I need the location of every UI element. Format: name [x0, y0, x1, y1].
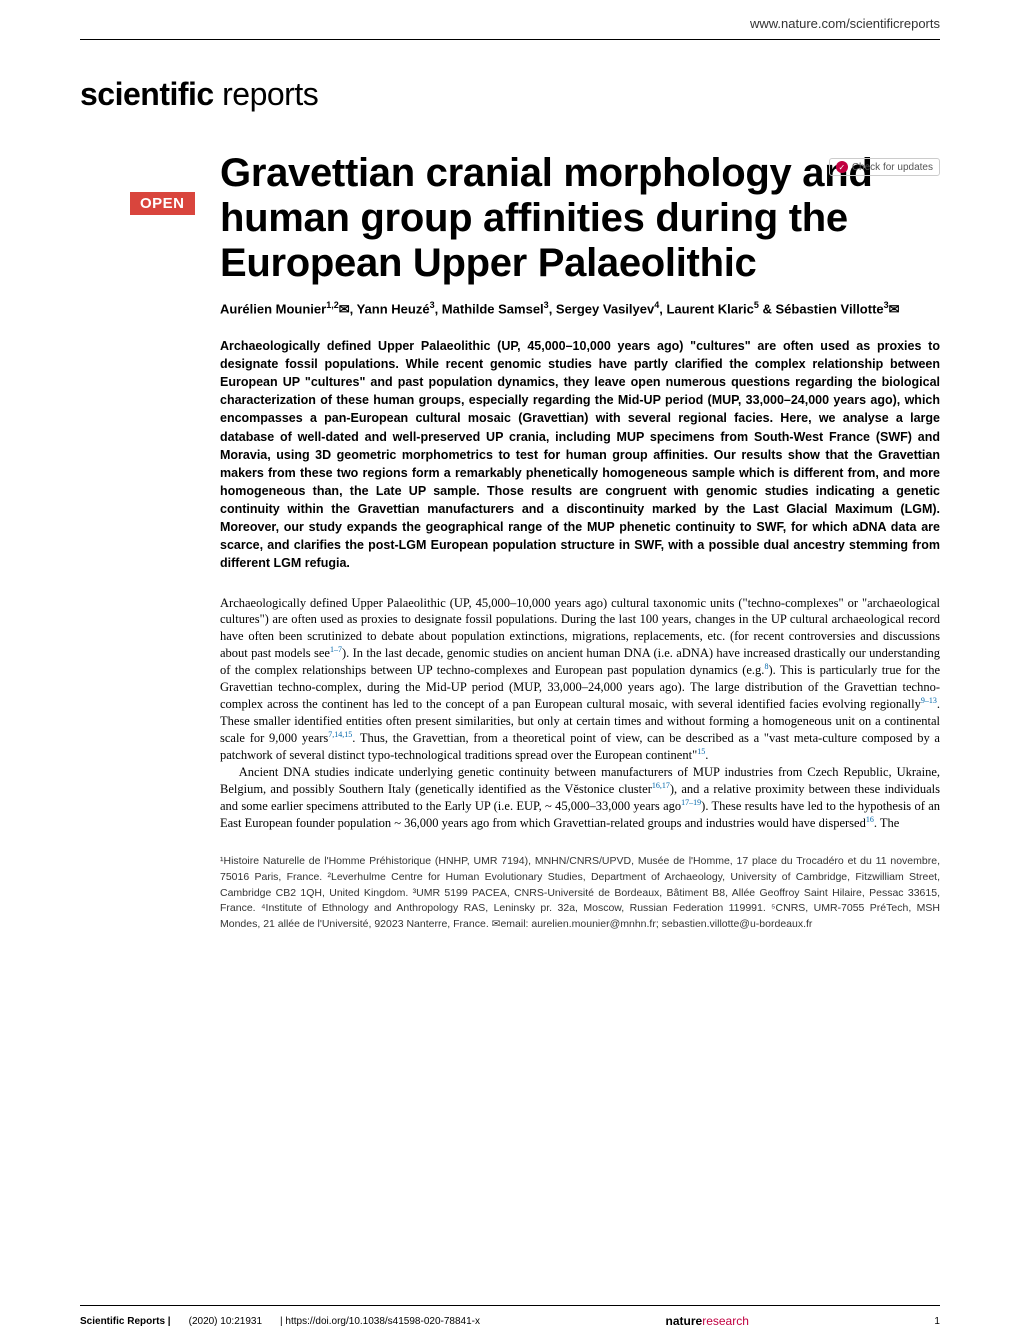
journal-logo: scientific reports — [80, 76, 1020, 113]
journal-name-bold: scientific — [80, 76, 214, 112]
ref-link[interactable]: 7,14,15 — [328, 730, 352, 739]
footer-citation: (2020) 10:21931 — [189, 1316, 262, 1327]
affiliations: ¹Histoire Naturelle de l'Homme Préhistor… — [220, 854, 940, 933]
body-paragraph-1: Archaeologically defined Upper Palaeolit… — [220, 595, 940, 765]
open-access-badge: OPEN — [130, 192, 195, 215]
ref-link[interactable]: 17–19 — [681, 798, 701, 807]
check-updates-icon: ✓ — [836, 161, 848, 173]
ref-link[interactable]: 9–13 — [921, 696, 937, 705]
journal-url: www.nature.com/scientificreports — [0, 0, 1020, 39]
author-list: Aurélien Mounier1,2✉, Yann Heuzé3, Mathi… — [220, 299, 940, 319]
page-number: 1 — [934, 1316, 940, 1327]
nature-research-logo: natureresearch — [666, 1314, 749, 1328]
check-updates-label: Check for updates — [852, 162, 933, 173]
ref-link[interactable]: 16 — [866, 815, 874, 824]
ref-link[interactable]: 16,17 — [652, 781, 670, 790]
footer-doi[interactable]: | https://doi.org/10.1038/s41598-020-788… — [280, 1316, 480, 1327]
ref-link[interactable]: 1–7 — [330, 645, 342, 654]
body-text: Archaeologically defined Upper Palaeolit… — [220, 595, 940, 833]
journal-name-light: reports — [214, 76, 318, 112]
ref-link[interactable]: 15 — [697, 747, 705, 756]
page-footer: Scientific Reports | (2020) 10:21931 | h… — [80, 1305, 940, 1340]
abstract: Archaeologically defined Upper Palaeolit… — [220, 337, 940, 573]
article-content: Gravettian cranial morphology and human … — [220, 151, 940, 933]
footer-journal: Scientific Reports | — [80, 1316, 171, 1327]
check-updates-button[interactable]: ✓ Check for updates — [829, 158, 940, 176]
header-rule — [80, 39, 940, 40]
body-paragraph-2: Ancient DNA studies indicate underlying … — [220, 764, 940, 832]
